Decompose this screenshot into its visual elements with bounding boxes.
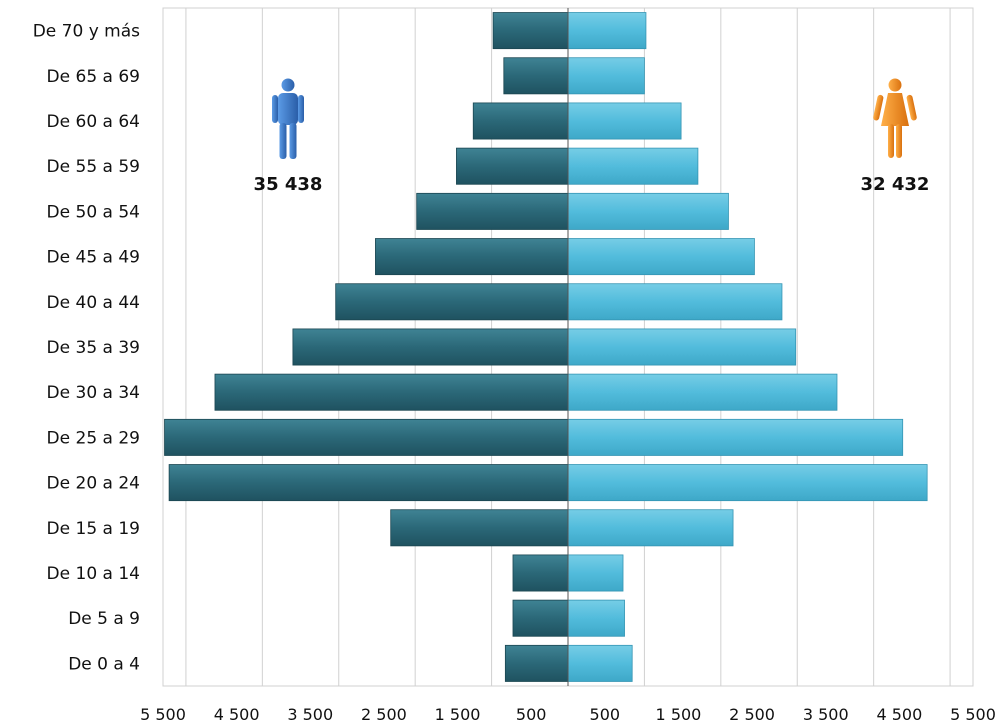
x-tick-label: 4 500 [214, 705, 260, 724]
category-label: De 30 a 34 [47, 383, 140, 403]
category-labels: De 70 y más De 65 a 69 De 60 a 64 De 55 a 5… [33, 22, 140, 675]
x-tick-label: 3 500 [287, 705, 333, 724]
female-bar-12 [567, 554, 624, 592]
male-bar-3 [456, 147, 569, 185]
male-total-label: 35 438 [254, 174, 323, 195]
male-bar-9 [164, 418, 569, 456]
category-label: De 40 a 44 [47, 293, 140, 313]
female-bar-11 [567, 509, 734, 547]
female-total-label: 32 432 [861, 174, 930, 195]
x-tick-label: 1 500 [656, 705, 702, 724]
female-bar-2 [567, 102, 682, 140]
female-person-icon [873, 78, 917, 158]
x-tick-label: 4 500 [876, 705, 922, 724]
male-bar-6 [335, 283, 569, 321]
category-label: De 55 a 59 [47, 157, 140, 177]
x-tick-label: 500 [516, 705, 547, 724]
category-label: De 15 a 19 [47, 519, 140, 539]
male-bar-4 [416, 192, 569, 230]
female-bar-8 [567, 373, 838, 411]
x-tick-label: 2 500 [361, 705, 407, 724]
category-label: De 35 a 39 [47, 338, 140, 358]
category-label: De 20 a 24 [47, 474, 140, 494]
male-bar-14 [504, 644, 569, 682]
category-label: De 45 a 49 [47, 248, 140, 268]
female-bar-3 [567, 147, 699, 185]
female-bar-7 [567, 328, 797, 366]
female-bar-9 [567, 418, 904, 456]
male-bar-2 [472, 102, 569, 140]
x-tick-label: 5 500 [950, 705, 996, 724]
male-bar-1 [503, 57, 569, 95]
male-bar-8 [214, 373, 569, 411]
x-axis-tick-labels: 5 500 4 500 3 500 2 500 1 500 500 500 1 500 2 50… [140, 705, 996, 724]
male-bar-12 [512, 554, 569, 592]
female-bar-13 [567, 599, 625, 637]
male-bar-0 [492, 12, 569, 50]
female-bar-1 [567, 57, 645, 95]
x-tick-label: 500 [590, 705, 621, 724]
category-label: De 60 a 64 [47, 112, 140, 132]
category-label: De 70 y más [33, 22, 140, 42]
female-bar-0 [567, 12, 647, 50]
x-tick-label: 5 500 [140, 705, 186, 724]
male-bar-11 [390, 509, 569, 547]
bars [164, 8, 928, 686]
x-tick-label: 2 500 [729, 705, 775, 724]
x-tick-label: 3 500 [803, 705, 849, 724]
female-bar-5 [567, 238, 755, 276]
category-label: De 10 a 14 [47, 564, 140, 584]
category-label: De 5 a 9 [68, 609, 140, 629]
category-label: De 0 a 4 [68, 654, 140, 674]
category-label: De 50 a 54 [47, 202, 140, 222]
x-tick-label: 1 500 [435, 705, 481, 724]
male-person-icon [272, 78, 304, 159]
male-bar-5 [375, 238, 569, 276]
female-bar-14 [567, 644, 633, 682]
category-label: De 25 a 29 [47, 428, 140, 448]
female-bar-10 [567, 464, 928, 502]
category-label: De 65 a 69 [47, 67, 140, 87]
male-bar-7 [292, 328, 569, 366]
male-bar-13 [512, 599, 569, 637]
male-bar-10 [168, 464, 569, 502]
female-bar-6 [567, 283, 783, 321]
female-bar-4 [567, 192, 729, 230]
